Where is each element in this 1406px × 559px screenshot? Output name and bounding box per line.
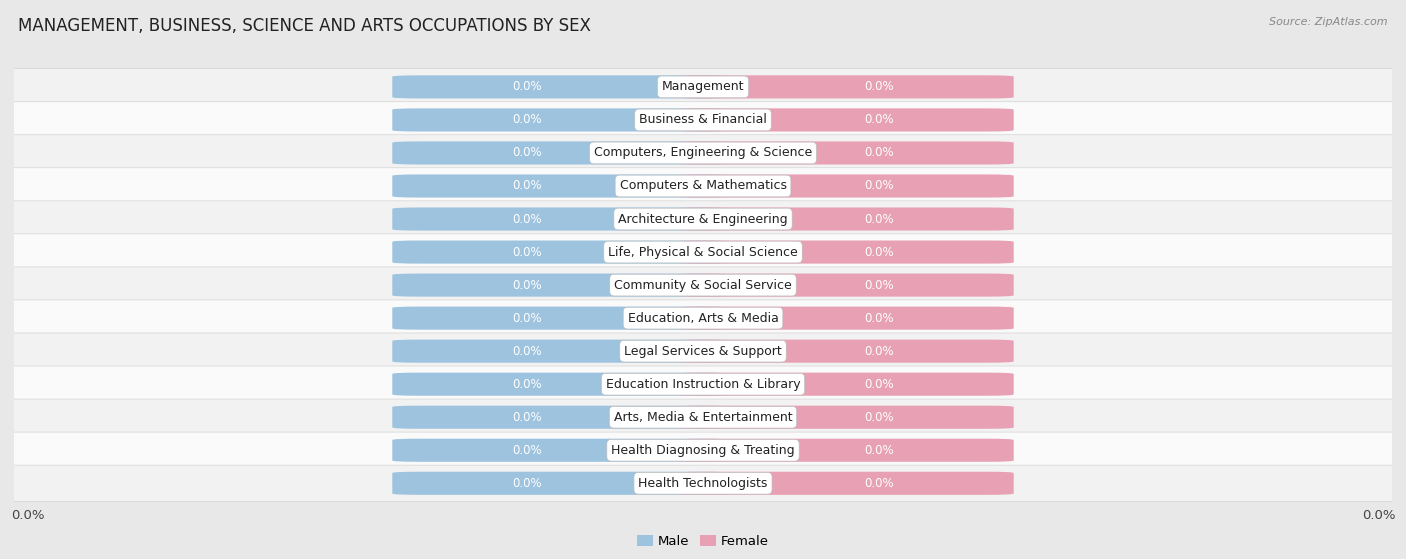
- FancyBboxPatch shape: [0, 234, 1406, 270]
- Text: 0.0%: 0.0%: [512, 477, 541, 490]
- FancyBboxPatch shape: [676, 108, 1014, 131]
- FancyBboxPatch shape: [0, 267, 1406, 303]
- Text: Arts, Media & Entertainment: Arts, Media & Entertainment: [613, 411, 793, 424]
- Text: 0.0%: 0.0%: [865, 411, 894, 424]
- FancyBboxPatch shape: [676, 472, 1014, 495]
- Text: Computers, Engineering & Science: Computers, Engineering & Science: [593, 146, 813, 159]
- Text: 0.0%: 0.0%: [512, 311, 541, 325]
- FancyBboxPatch shape: [392, 240, 730, 264]
- Text: 0.0%: 0.0%: [512, 278, 541, 292]
- Text: 0.0%: 0.0%: [865, 146, 894, 159]
- FancyBboxPatch shape: [676, 174, 1014, 197]
- FancyBboxPatch shape: [676, 75, 1014, 98]
- FancyBboxPatch shape: [0, 135, 1406, 171]
- FancyBboxPatch shape: [676, 141, 1014, 164]
- FancyBboxPatch shape: [0, 300, 1406, 337]
- FancyBboxPatch shape: [392, 273, 730, 297]
- Text: Health Diagnosing & Treating: Health Diagnosing & Treating: [612, 444, 794, 457]
- FancyBboxPatch shape: [392, 306, 730, 330]
- Legend: Male, Female: Male, Female: [631, 529, 775, 553]
- FancyBboxPatch shape: [0, 201, 1406, 237]
- Text: Education, Arts & Media: Education, Arts & Media: [627, 311, 779, 325]
- FancyBboxPatch shape: [392, 472, 730, 495]
- FancyBboxPatch shape: [392, 141, 730, 164]
- FancyBboxPatch shape: [0, 465, 1406, 501]
- Text: 0.0%: 0.0%: [512, 212, 541, 225]
- FancyBboxPatch shape: [392, 439, 730, 462]
- Text: 0.0%: 0.0%: [512, 245, 541, 259]
- FancyBboxPatch shape: [676, 306, 1014, 330]
- FancyBboxPatch shape: [676, 240, 1014, 264]
- Text: Source: ZipAtlas.com: Source: ZipAtlas.com: [1270, 17, 1388, 27]
- Text: Education Instruction & Library: Education Instruction & Library: [606, 378, 800, 391]
- FancyBboxPatch shape: [676, 373, 1014, 396]
- FancyBboxPatch shape: [392, 339, 730, 363]
- Text: 0.0%: 0.0%: [512, 444, 541, 457]
- Text: 0.0%: 0.0%: [512, 146, 541, 159]
- Text: 0.0%: 0.0%: [865, 212, 894, 225]
- Text: Computers & Mathematics: Computers & Mathematics: [620, 179, 786, 192]
- FancyBboxPatch shape: [0, 366, 1406, 402]
- Text: 0.0%: 0.0%: [865, 179, 894, 192]
- Text: 0.0%: 0.0%: [865, 477, 894, 490]
- FancyBboxPatch shape: [392, 108, 730, 131]
- Text: 0.0%: 0.0%: [512, 345, 541, 358]
- Text: Architecture & Engineering: Architecture & Engineering: [619, 212, 787, 225]
- Text: 0.0%: 0.0%: [512, 113, 541, 126]
- Text: 0.0%: 0.0%: [512, 411, 541, 424]
- FancyBboxPatch shape: [392, 174, 730, 197]
- Text: 0.0%: 0.0%: [865, 311, 894, 325]
- Text: 0.0%: 0.0%: [865, 245, 894, 259]
- FancyBboxPatch shape: [676, 273, 1014, 297]
- Text: 0.0%: 0.0%: [512, 179, 541, 192]
- Text: Legal Services & Support: Legal Services & Support: [624, 345, 782, 358]
- Text: 0.0%: 0.0%: [865, 80, 894, 93]
- FancyBboxPatch shape: [392, 207, 730, 230]
- Text: 0.0%: 0.0%: [865, 345, 894, 358]
- FancyBboxPatch shape: [392, 406, 730, 429]
- Text: 0.0%: 0.0%: [865, 113, 894, 126]
- FancyBboxPatch shape: [0, 432, 1406, 468]
- Text: Life, Physical & Social Science: Life, Physical & Social Science: [609, 245, 797, 259]
- Text: 0.0%: 0.0%: [865, 278, 894, 292]
- FancyBboxPatch shape: [0, 69, 1406, 105]
- Text: 0.0%: 0.0%: [865, 378, 894, 391]
- FancyBboxPatch shape: [392, 75, 730, 98]
- Text: MANAGEMENT, BUSINESS, SCIENCE AND ARTS OCCUPATIONS BY SEX: MANAGEMENT, BUSINESS, SCIENCE AND ARTS O…: [18, 17, 591, 35]
- FancyBboxPatch shape: [0, 333, 1406, 369]
- FancyBboxPatch shape: [676, 406, 1014, 429]
- Text: Community & Social Service: Community & Social Service: [614, 278, 792, 292]
- Text: 0.0%: 0.0%: [865, 444, 894, 457]
- Text: 0.0%: 0.0%: [512, 378, 541, 391]
- FancyBboxPatch shape: [676, 207, 1014, 230]
- FancyBboxPatch shape: [392, 373, 730, 396]
- Text: Management: Management: [662, 80, 744, 93]
- FancyBboxPatch shape: [0, 168, 1406, 204]
- FancyBboxPatch shape: [0, 102, 1406, 138]
- FancyBboxPatch shape: [676, 439, 1014, 462]
- Text: Business & Financial: Business & Financial: [640, 113, 766, 126]
- FancyBboxPatch shape: [0, 399, 1406, 435]
- FancyBboxPatch shape: [676, 339, 1014, 363]
- Text: Health Technologists: Health Technologists: [638, 477, 768, 490]
- Text: 0.0%: 0.0%: [512, 80, 541, 93]
